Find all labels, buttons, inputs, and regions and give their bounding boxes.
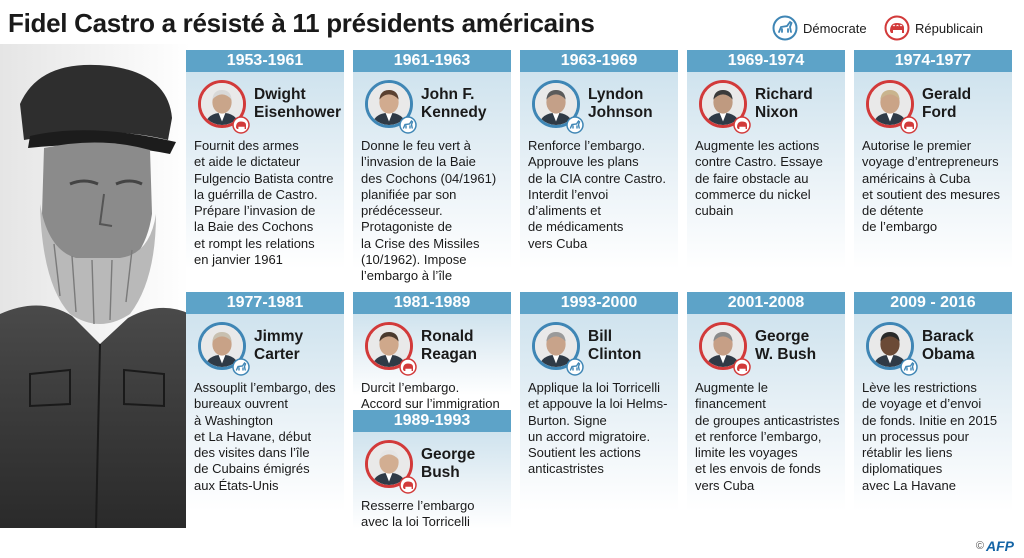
president-name: Lyndon Johnson	[588, 86, 653, 121]
card-header: George Bush	[361, 432, 507, 498]
president-name: John F. Kennedy	[421, 86, 487, 121]
president-name: Ronald Reagan	[421, 328, 477, 363]
president-name: Dwight Eisenhower	[254, 86, 341, 121]
donkey-icon	[399, 116, 417, 134]
card-body: Bill Clinton Applique la loi Torricelli e…	[520, 314, 678, 546]
president-card: 1963-1969 Lyndon Johnson Renforce l’embarg…	[520, 50, 678, 304]
legend-republican: Républicain	[884, 14, 983, 42]
card-body: Ronald Reagan Durcit l’embargo. Accord su…	[353, 314, 511, 411]
president-card: 1969-1974 Richard Nixon Augmente les actio…	[687, 50, 845, 304]
president-card: 1989-1993 George Bush Resserre l’embargo a…	[353, 410, 511, 546]
elephant-icon	[733, 358, 751, 376]
fidel-castro-portrait	[0, 44, 190, 528]
card-header: George W. Bush	[695, 314, 841, 380]
president-card: 1981-1989 Ronald Reagan Durcit l’embargo. …	[353, 292, 511, 411]
card-body: Gerald Ford Autorise le premier voyage d’…	[854, 72, 1012, 304]
president-name: Gerald Ford	[922, 86, 972, 121]
card-header: Bill Clinton	[528, 314, 674, 380]
card-body: Richard Nixon Augmente les actions contre…	[687, 72, 845, 304]
card-header: Ronald Reagan	[361, 314, 507, 380]
president-description: Renforce l’embargo. Approuve les plans d…	[528, 138, 667, 251]
president-description: Augmente le financement de groupes antic…	[695, 380, 840, 493]
card-header: Barack Obama	[862, 314, 1008, 380]
president-name: George W. Bush	[755, 328, 817, 363]
term-years: 1993-2000	[520, 292, 678, 314]
elephant-icon	[399, 476, 417, 494]
legend-republican-label: Républicain	[915, 20, 983, 36]
president-card: 1953-1961 Dwight Eisenhower Fournit des ar…	[186, 50, 344, 304]
elephant-icon	[900, 116, 918, 134]
card-header: Lyndon Johnson	[528, 72, 674, 138]
term-years: 1977-1981	[186, 292, 344, 314]
president-description: Assouplit l’embargo, des bureaux ouvrent…	[194, 380, 336, 493]
copyright-symbol: ©	[975, 540, 984, 552]
donkey-icon	[232, 358, 250, 376]
card-header: Gerald Ford	[862, 72, 1008, 138]
elephant-icon	[733, 116, 751, 134]
donkey-icon	[566, 116, 584, 134]
term-years: 2009 - 2016	[854, 292, 1012, 314]
president-card: 1993-2000 Bill Clinton Applique la loi Tor…	[520, 292, 678, 546]
president-description: Autorise le premier voyage d’entrepreneu…	[862, 138, 1001, 235]
card-header: Jimmy Carter	[194, 314, 340, 380]
term-years: 1963-1969	[520, 50, 678, 72]
legend-democrat-label: Démocrate	[803, 20, 867, 36]
card-body: Dwight Eisenhower Fournit des armes et ai…	[186, 72, 344, 304]
president-card: 2001-2008 George W. Bush Augmente le finan…	[687, 292, 845, 546]
donkey-icon	[566, 358, 584, 376]
page-title: Fidel Castro a résisté à 11 présidents a…	[8, 8, 595, 38]
president-name: Richard Nixon	[755, 86, 813, 121]
elephant-icon	[884, 15, 910, 41]
term-years: 2001-2008	[687, 292, 845, 314]
term-years: 1953-1961	[186, 50, 344, 72]
card-header: John F. Kennedy	[361, 72, 507, 138]
president-name: George Bush	[421, 446, 476, 481]
president-description: Applique la loi Torricelli et appouve la…	[528, 380, 668, 477]
president-photo	[532, 80, 580, 128]
card-body: Lyndon Johnson Renforce l’embargo. Approu…	[520, 72, 678, 304]
card-body: George Bush Resserre l’embargo avec la lo…	[353, 432, 511, 546]
card-body: Jimmy Carter Assouplit l’embargo, des bur…	[186, 314, 344, 546]
term-years: 1981-1989	[353, 292, 511, 314]
elephant-icon	[399, 358, 417, 376]
president-photo	[365, 440, 413, 488]
donkey-icon	[772, 15, 798, 41]
afp-logo: AFP	[986, 538, 1014, 554]
card-body: George W. Bush Augmente le financement de…	[687, 314, 845, 546]
president-photo	[699, 322, 747, 370]
credit: © AFP	[976, 538, 1014, 554]
president-card: 1977-1981 Jimmy Carter Assouplit l’embargo…	[186, 292, 344, 546]
president-description: Resserre l’embargo avec la loi Torricell…	[361, 498, 475, 530]
term-years: 1974-1977	[854, 50, 1012, 72]
president-name: Barack Obama	[922, 328, 975, 363]
president-name: Bill Clinton	[588, 328, 642, 363]
elephant-icon	[232, 116, 250, 134]
president-description: Durcit l’embargo. Accord sur l’immigrati…	[361, 380, 500, 412]
president-photo	[198, 80, 246, 128]
term-years: 1969-1974	[687, 50, 845, 72]
card-header: Richard Nixon	[695, 72, 841, 138]
term-years: 1989-1993	[353, 410, 511, 432]
president-description: Fournit des armes et aide le dictateur F…	[194, 138, 334, 268]
president-card: 1961-1963 John F. Kennedy Donne le feu ver…	[353, 50, 511, 304]
card-header: Dwight Eisenhower	[194, 72, 341, 138]
president-description: Augmente les actions contre Castro. Essa…	[695, 138, 823, 219]
card-body: John F. Kennedy Donne le feu vert à l’inv…	[353, 72, 511, 304]
president-card: 2009 - 2016 Barack Obama Lève les restrict…	[854, 292, 1012, 546]
president-description: Lève les restrictions de voyage et d’env…	[862, 380, 998, 493]
legend-democrat: Démocrate	[772, 14, 867, 42]
president-photo	[532, 322, 580, 370]
card-body: Barack Obama Lève les restrictions de voy…	[854, 314, 1012, 546]
president-name: Jimmy Carter	[254, 328, 304, 363]
donkey-icon	[900, 358, 918, 376]
president-card: 1974-1977 Gerald Ford Autorise le premier …	[854, 50, 1012, 304]
term-years: 1961-1963	[353, 50, 511, 72]
president-description: Donne le feu vert à l’invasion de la Bai…	[361, 138, 497, 284]
